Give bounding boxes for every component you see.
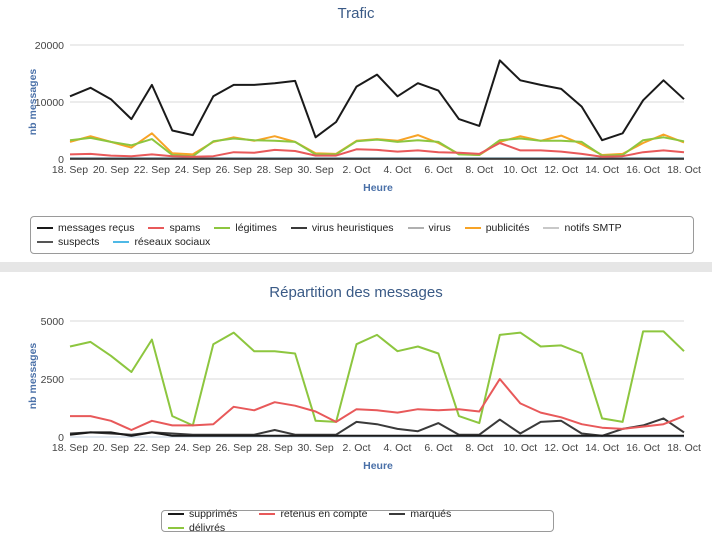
legend-swatch <box>113 241 130 243</box>
traffic-legend-item-publicites[interactable]: publicités <box>464 221 530 235</box>
traffic-x-tick-label: 22. Sep <box>134 164 170 176</box>
legend-swatch <box>37 241 53 243</box>
legend-label: légitimes <box>235 222 277 234</box>
distribution-chart-panel: Répartition des messages nb messages Heu… <box>0 272 712 545</box>
traffic-y-tick-label: 0 <box>58 154 64 166</box>
distribution-y-tick-label: 2500 <box>41 374 65 386</box>
traffic-legend-item-virus[interactable]: virus <box>407 221 451 235</box>
traffic-y-tick-label: 10000 <box>35 97 64 109</box>
traffic-x-tick-label: 10. Oct <box>503 164 537 176</box>
distribution-x-tick-label: 18. Sep <box>52 442 88 454</box>
distribution-x-axis-label: Heure <box>363 460 393 472</box>
distribution-y-tick-label: 5000 <box>41 316 65 328</box>
traffic-legend-item-virus-heuristiques[interactable]: virus heuristiques <box>290 221 394 235</box>
distribution-x-tick-label: 28. Sep <box>257 442 293 454</box>
traffic-legend-item-suspects[interactable]: suspects <box>37 235 99 249</box>
traffic-x-tick-label: 18. Oct <box>667 164 701 176</box>
legend-swatch <box>259 513 276 515</box>
traffic-legend-item-reseaux-sociaux[interactable]: réseaux sociaux <box>113 235 210 249</box>
traffic-x-tick-label: 4. Oct <box>383 164 411 176</box>
legend-label: notifs SMTP <box>564 222 622 234</box>
legend-swatch <box>214 227 231 229</box>
distribution-x-tick-label: 14. Oct <box>585 442 619 454</box>
traffic-x-tick-label: 28. Sep <box>257 164 293 176</box>
traffic-series-publicites <box>69 132 685 156</box>
legend-label: retenus en compte <box>280 508 368 520</box>
legend-swatch <box>168 513 184 515</box>
distribution-legend-item-supprimes[interactable]: supprimés <box>168 507 237 521</box>
legend-swatch <box>464 227 481 229</box>
distribution-legend-item-marques[interactable]: marqués <box>389 507 451 521</box>
distribution-x-tick-label: 10. Oct <box>503 442 537 454</box>
legend-swatch <box>37 227 53 229</box>
legend-label: messages reçus <box>58 222 135 234</box>
legend-label: délivrés <box>189 522 226 534</box>
traffic-x-tick-label: 16. Oct <box>626 164 660 176</box>
traffic-x-tick-label: 20. Sep <box>93 164 129 176</box>
distribution-series-marques <box>69 417 685 437</box>
distribution-y-tick-label: 0 <box>58 432 64 444</box>
distribution-x-tick-label: 8. Oct <box>465 442 493 454</box>
legend-swatch <box>168 527 184 529</box>
traffic-legend-item-notifs-smtp[interactable]: notifs SMTP <box>543 221 622 235</box>
distribution-chart-title: Répartition des messages <box>269 284 442 301</box>
legend-swatch <box>407 227 424 229</box>
legend-swatch <box>290 227 307 229</box>
distribution-x-tick-label: 24. Sep <box>175 442 211 454</box>
traffic-legend-item-spams[interactable]: spams <box>148 221 200 235</box>
legend-swatch <box>148 227 165 229</box>
distribution-series-supprimes <box>69 431 684 437</box>
distribution-legend: supprimés retenus en compte marqués délivré… <box>161 507 554 535</box>
legend-swatch <box>543 227 560 229</box>
traffic-x-tick-label: 6. Oct <box>424 164 452 176</box>
traffic-x-tick-label: 12. Oct <box>544 164 578 176</box>
traffic-x-tick-label: 2. Oct <box>343 164 371 176</box>
legend-label: virus heuristiques <box>311 222 394 234</box>
traffic-series-messages-recus <box>69 59 685 142</box>
legend-label: spams <box>169 222 201 234</box>
traffic-x-tick-label: 24. Sep <box>175 164 211 176</box>
traffic-y-axis-label: nb messages <box>27 69 39 136</box>
legend-swatch <box>389 513 406 515</box>
traffic-y-tick-label: 20000 <box>35 40 64 52</box>
distribution-chart: Répartition des messages nb messages Heu… <box>27 284 701 472</box>
distribution-series-retenus-en-compte <box>70 378 685 431</box>
traffic-x-tick-label: 14. Oct <box>585 164 619 176</box>
traffic-x-tick-label: 30. Sep <box>297 164 333 176</box>
distribution-x-tick-label: 2. Oct <box>343 442 371 454</box>
traffic-chart-title: Trafic <box>338 5 375 22</box>
distribution-x-tick-label: 16. Oct <box>626 442 660 454</box>
traffic-chart-panel: Trafic nb messages Heure 0 10000 20000 18. … <box>0 0 712 262</box>
traffic-series-spams <box>69 142 685 158</box>
distribution-x-tick-label: 20. Sep <box>93 442 129 454</box>
distribution-x-tick-label: 22. Sep <box>134 442 170 454</box>
traffic-legend-item-legitimes[interactable]: légitimes <box>214 221 277 235</box>
distribution-x-tick-label: 30. Sep <box>297 442 333 454</box>
traffic-x-tick-label: 18. Sep <box>52 164 88 176</box>
distribution-x-tick-label: 12. Oct <box>544 442 578 454</box>
traffic-x-tick-label: 8. Oct <box>465 164 493 176</box>
traffic-legend: messages reçus spams légitimes virus heuris… <box>30 216 694 254</box>
legend-label: réseaux sociaux <box>134 236 211 248</box>
legend-label: supprimés <box>189 508 238 520</box>
distribution-legend-item-retenus-en-compte[interactable]: retenus en compte <box>259 507 367 521</box>
traffic-series-legitimes <box>69 136 685 158</box>
distribution-x-tick-label: 6. Oct <box>424 442 452 454</box>
legend-label: suspects <box>58 236 100 248</box>
traffic-x-tick-label: 26. Sep <box>216 164 252 176</box>
distribution-x-tick-label: 26. Sep <box>216 442 252 454</box>
distribution-x-tick-label: 18. Oct <box>667 442 701 454</box>
legend-label: marqués <box>410 508 452 520</box>
distribution-x-tick-label: 4. Oct <box>383 442 411 454</box>
traffic-legend-item-messages-recus[interactable]: messages reçus <box>37 221 134 235</box>
traffic-chart: Trafic nb messages Heure 0 10000 20000 18. … <box>27 5 701 194</box>
distribution-legend-item-delivres[interactable]: délivrés <box>168 521 225 535</box>
legend-label: publicités <box>485 222 530 234</box>
distribution-series-delivres <box>69 330 685 427</box>
legend-label: virus <box>428 222 451 234</box>
traffic-x-axis-label: Heure <box>363 182 393 194</box>
distribution-y-axis-label: nb messages <box>27 343 39 410</box>
